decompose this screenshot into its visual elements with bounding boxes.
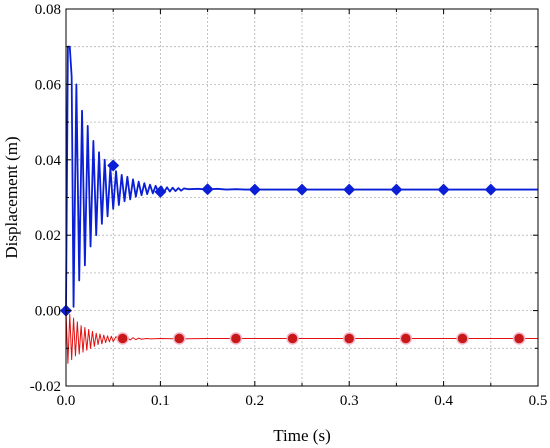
blue-series-point <box>437 183 450 196</box>
red-series-point <box>173 332 186 345</box>
y-axis-title: Displacement (m) <box>2 136 21 258</box>
red-series-point <box>116 332 129 345</box>
grid <box>66 9 538 386</box>
blue-series-line <box>65 45 538 311</box>
blue-series-point <box>484 183 497 196</box>
axes-ticks: 0.0 0.1 0.2 0.3 0.4 0.5 -0.02 0.00 0.02 0.04 0.06 0… <box>30 2 548 409</box>
x-axis-title: Time (s) <box>273 426 330 445</box>
blue-series-point <box>201 183 214 196</box>
y-tick-label: 0.08 <box>35 2 61 18</box>
x-tick-label: 0.5 <box>529 393 548 409</box>
x-tick-label: 0.3 <box>340 393 359 409</box>
y-tick-label: 0.04 <box>35 153 62 169</box>
blue-series-point <box>296 183 308 196</box>
x-tick-label: 0.0 <box>57 393 76 409</box>
blue-series-point <box>107 159 120 172</box>
red-series-line <box>65 310 538 364</box>
y-tick-label: 0.02 <box>35 228 61 244</box>
blue-series-point <box>343 183 356 196</box>
red-series-point <box>399 332 413 345</box>
blue-series-point <box>390 183 403 196</box>
blue-series-point <box>248 183 261 196</box>
y-tick-label: 0.00 <box>35 304 61 320</box>
red-series-point <box>456 332 469 345</box>
red-series-point <box>512 332 526 345</box>
y-tick-label: -0.02 <box>30 379 61 395</box>
red-series-point <box>286 332 299 345</box>
plot-area <box>60 45 538 364</box>
x-tick-label: 0.4 <box>434 393 453 409</box>
blue-series-point <box>154 185 167 198</box>
red-series-point <box>342 332 356 345</box>
x-tick-label: 0.2 <box>245 393 264 409</box>
y-tick-label: 0.06 <box>35 77 62 93</box>
x-tick-label: 0.1 <box>151 393 170 409</box>
red-series-point <box>229 332 243 345</box>
